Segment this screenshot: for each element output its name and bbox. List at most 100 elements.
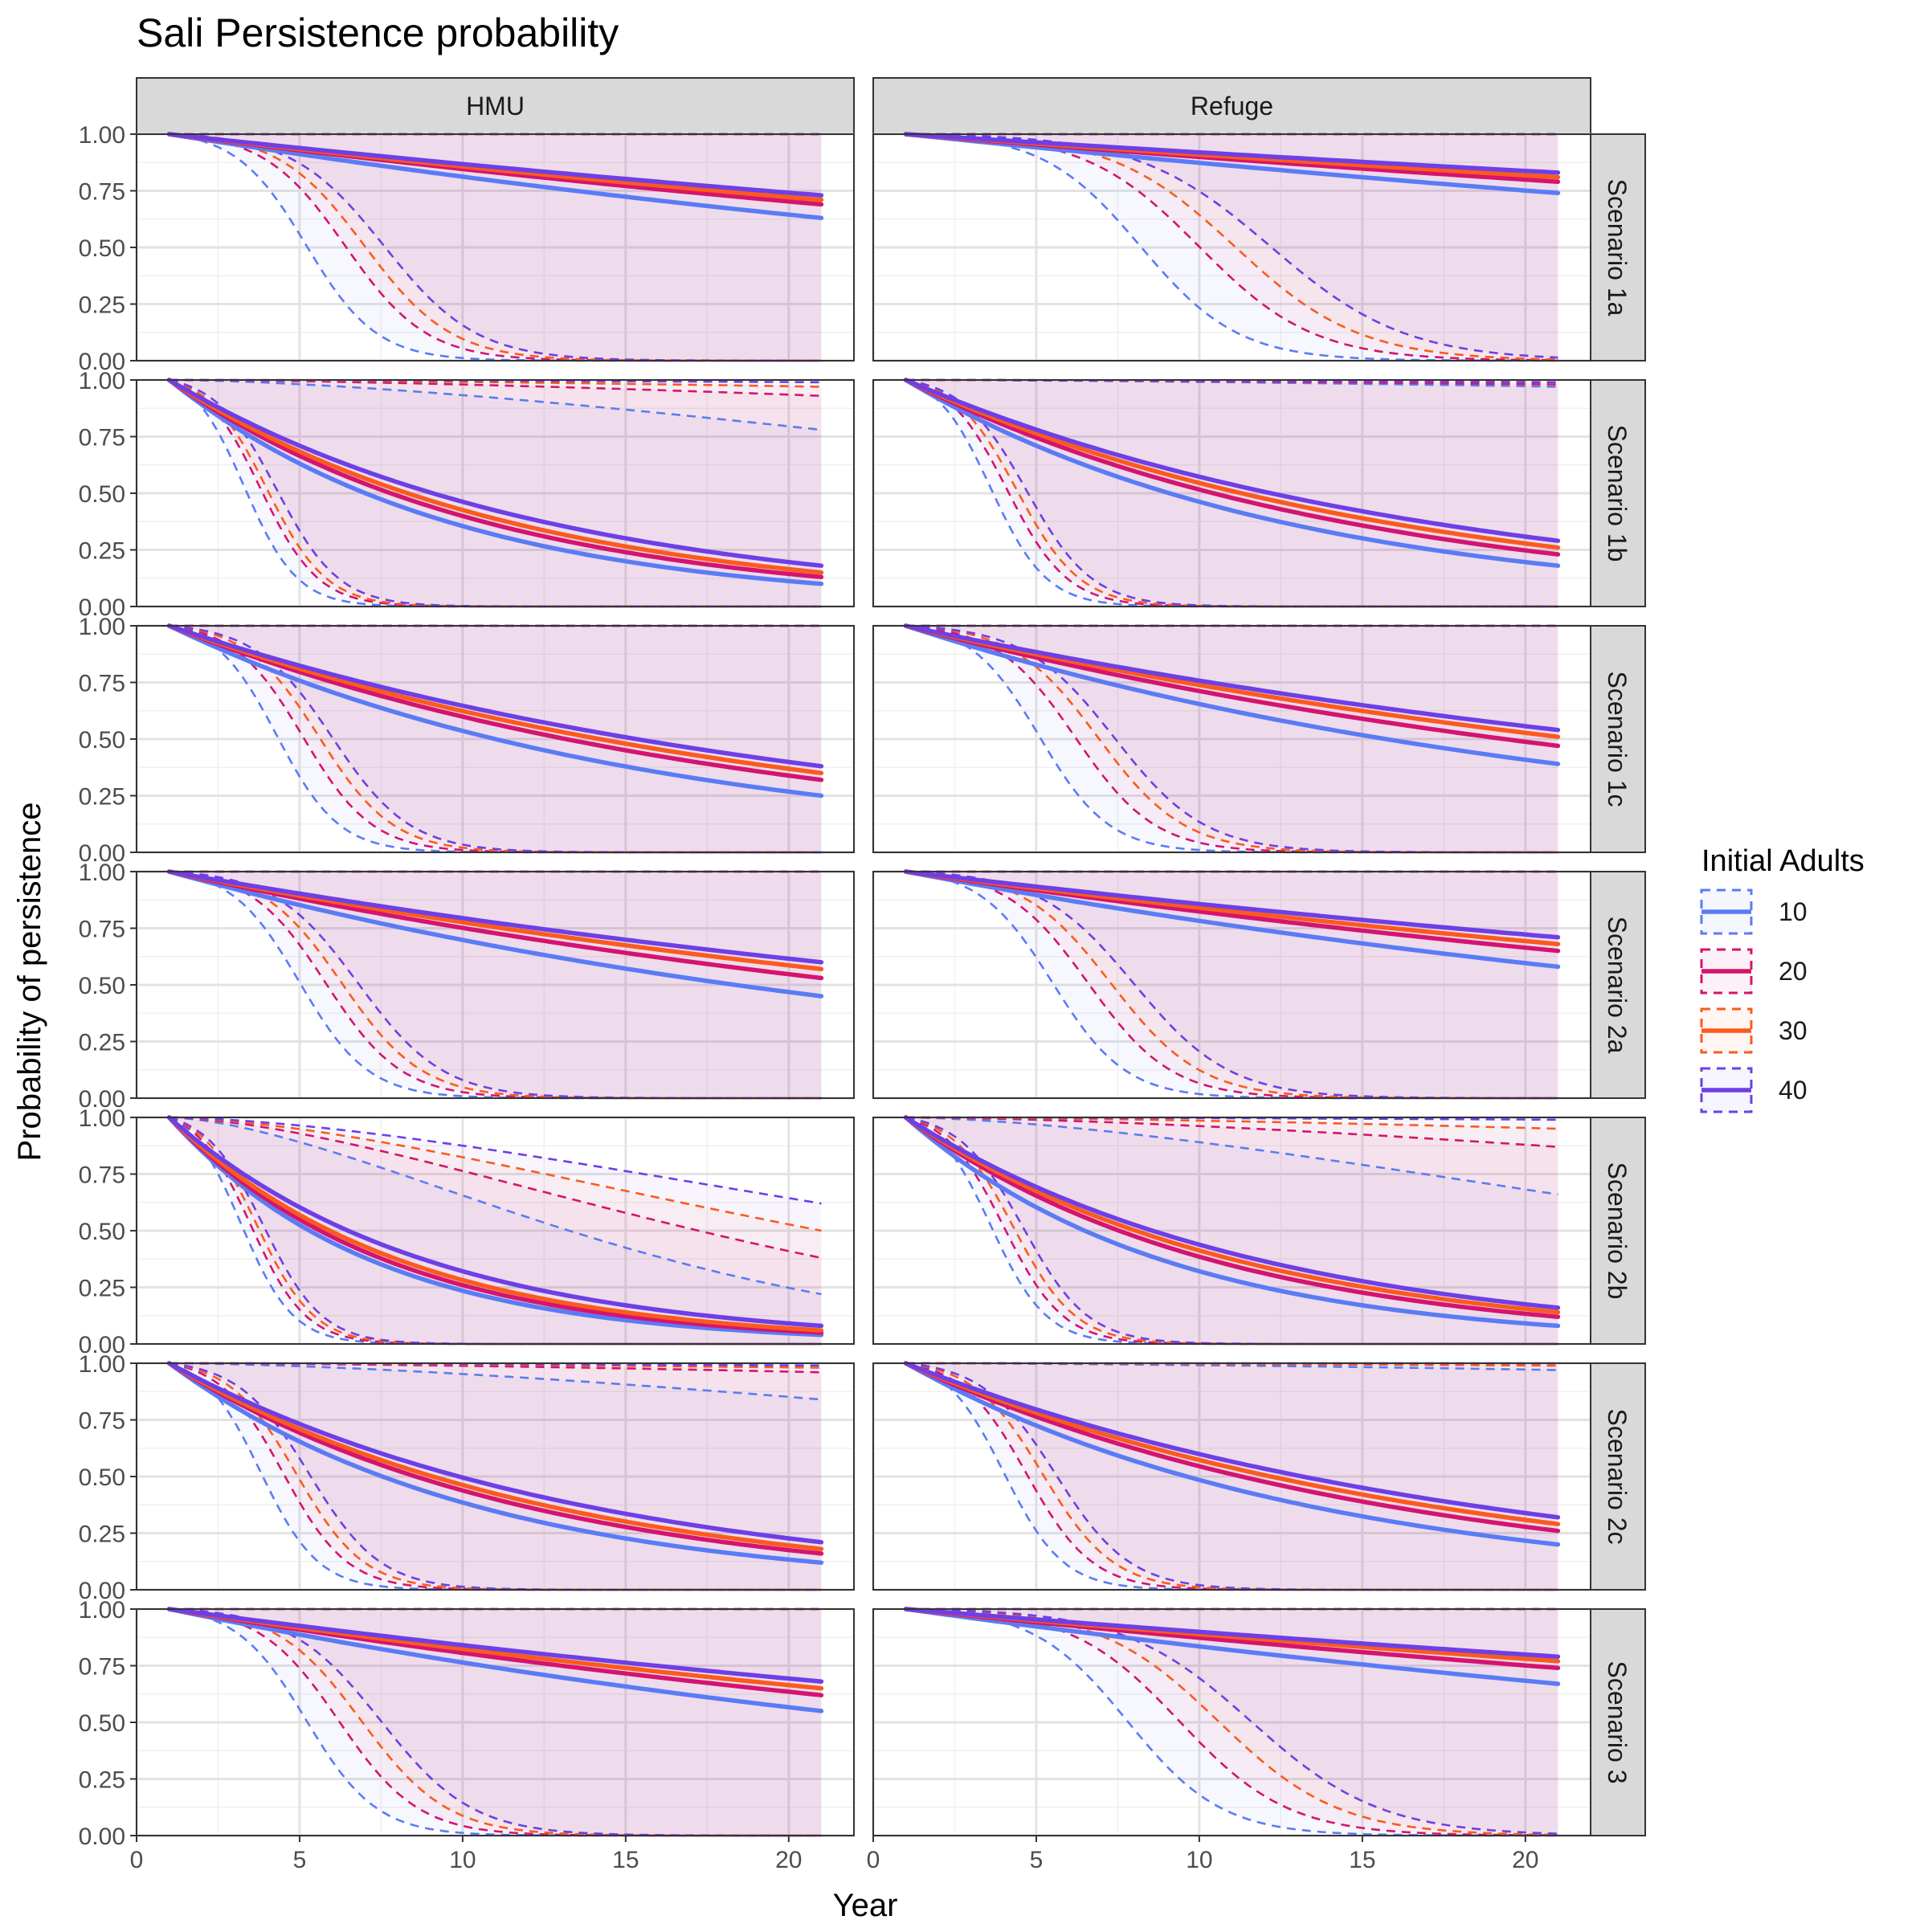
- strip-label-scenario-2a: Scenario 2a: [1603, 917, 1632, 1054]
- panel-scenario-1c-hmu: 0.00 0.25 0.50 0.75 1.00: [79, 614, 855, 867]
- mean-line-init-30: [166, 1115, 824, 1333]
- mean-line-init-30: [166, 1361, 824, 1551]
- upper-bound-init-40: [169, 1116, 822, 1205]
- y-tick-label: 0.75: [79, 1162, 125, 1189]
- y-tick-label: 0.00: [79, 594, 125, 621]
- upper-bound-init-30: [169, 1116, 822, 1232]
- y-tick-label: 0.00: [79, 840, 125, 867]
- mean-line-init-20: [903, 623, 1561, 749]
- ribbon-init-40: [169, 1117, 822, 1344]
- mean-line-init-30: [903, 378, 1561, 550]
- x-tick-label: 10: [449, 1847, 476, 1873]
- strip-scenario-1c: [1590, 625, 1646, 853]
- x-tick-label: 15: [612, 1847, 639, 1873]
- y-tick-label: 0.50: [79, 235, 125, 262]
- y-tick-label: 0.75: [79, 179, 125, 206]
- panel-scenario-1a-refuge: [872, 132, 1591, 362]
- strip-label-scenario-1a: Scenario 1a: [1603, 179, 1632, 317]
- mean-line-init-10: [903, 1115, 1561, 1329]
- mean-line-init-10: [166, 869, 824, 999]
- legend-item-30: 30: [1700, 1007, 1808, 1054]
- legend-item-20: 20: [1700, 948, 1808, 995]
- mean-line-init-40: [903, 623, 1561, 733]
- ribbon-init-40: [905, 1609, 1558, 1834]
- x-tick-label: 0: [130, 1847, 144, 1873]
- mean-line-init-40: [166, 1607, 824, 1684]
- ribbon-init-20: [169, 872, 822, 1098]
- y-tick-label: 0.50: [79, 1710, 125, 1737]
- x-tick-label: 15: [1349, 1847, 1375, 1873]
- y-tick-label: 0.00: [79, 1824, 125, 1850]
- ribbon-init-40: [905, 134, 1558, 358]
- mean-line-init-40: [903, 378, 1561, 543]
- mean-line-init-40: [903, 1607, 1561, 1659]
- ribbon-init-40: [169, 872, 822, 1098]
- strip-label-refuge: Refuge: [1191, 92, 1273, 120]
- y-tick-label: 0.25: [79, 1767, 125, 1794]
- y-tick-label: 0.50: [79, 973, 125, 999]
- lower-bound-init-30: [905, 1607, 1558, 1836]
- mean-line-init-10: [903, 132, 1561, 196]
- y-tick-label: 0.00: [79, 349, 125, 375]
- strip-scenario-1a: [1590, 133, 1646, 361]
- y-tick-label: 0.75: [79, 1654, 125, 1681]
- panel-scenario-3-refuge: 0 5 10 15 20: [867, 1607, 1591, 1873]
- y-tick-label: 0.50: [79, 727, 125, 754]
- mean-line-init-10: [166, 378, 824, 586]
- mean-line-init-10: [166, 1361, 824, 1565]
- legend-label: 20: [1779, 957, 1808, 986]
- panel-scenario-1b-refuge: [872, 378, 1591, 608]
- y-tick-label: 0.50: [79, 1219, 125, 1245]
- strip-hmu: [136, 77, 855, 135]
- legend-item-10: 10: [1700, 888, 1808, 935]
- panels-layer: HMU Refuge Scenario 1a Scenario 1b Scenario …: [79, 77, 1646, 1873]
- y-tick-label: 1.00: [79, 860, 125, 886]
- y-tick-label: 1.00: [79, 1351, 125, 1378]
- mean-line-init-10: [166, 132, 824, 221]
- panel-border: [872, 1362, 1591, 1591]
- mean-line-init-10: [903, 378, 1561, 568]
- upper-bound-init-10: [169, 1362, 822, 1401]
- ribbon-init-20: [905, 626, 1558, 852]
- mean-line-init-40: [903, 1361, 1561, 1520]
- lower-bound-init-40: [905, 133, 1558, 359]
- upper-bound-init-10: [169, 378, 822, 431]
- mean-line-init-30: [166, 378, 824, 575]
- panel-border: [872, 133, 1591, 361]
- mean-line-init-30: [166, 623, 824, 776]
- y-tick-label: 0.50: [79, 1464, 125, 1491]
- y-tick-label: 0.75: [79, 1408, 125, 1435]
- panel-border: [872, 379, 1591, 607]
- panel-scenario-2c-hmu: 0.00 0.25 0.50 0.75 1.00: [79, 1351, 855, 1604]
- lower-bound-init-20: [169, 378, 822, 608]
- ribbon-init-10: [169, 1117, 822, 1344]
- upper-bound-init-10: [905, 1116, 1558, 1196]
- x-tick-label: 5: [293, 1847, 307, 1873]
- x-tick-label: 20: [775, 1847, 802, 1873]
- x-tick-label: 10: [1186, 1847, 1212, 1873]
- mean-line-init-40: [166, 869, 824, 965]
- strip-label-scenario-1c: Scenario 1c: [1603, 672, 1632, 807]
- mean-line-init-40: [166, 378, 824, 568]
- mean-line-init-30: [903, 1115, 1561, 1315]
- y-tick-label: 0.75: [79, 425, 125, 451]
- lower-bound-init-30: [169, 624, 822, 854]
- legend: Initial Adults 10 20 30 40: [1700, 844, 1865, 1113]
- strip-label-scenario-2b: Scenario 2b: [1603, 1162, 1632, 1300]
- mean-line-init-20: [166, 869, 824, 981]
- mean-line-init-20: [903, 1115, 1561, 1319]
- lower-bound-init-40: [169, 1362, 822, 1591]
- ribbon-init-20: [905, 134, 1558, 361]
- ribbon-init-30: [169, 1117, 822, 1344]
- x-axis-label: Year: [833, 1888, 898, 1923]
- y-axis-label: Probability of persistence: [12, 803, 47, 1162]
- panel-scenario-2a-refuge: [872, 869, 1591, 1100]
- y-tick-label: 0.00: [79, 1332, 125, 1358]
- mean-line-init-20: [166, 1115, 824, 1335]
- mean-line-init-10: [903, 1607, 1561, 1686]
- panel-border: [872, 1608, 1591, 1836]
- y-tick-label: 0.25: [79, 784, 125, 811]
- mean-line-init-20: [166, 623, 824, 782]
- panel-scenario-1a-hmu: 0.00 0.25 0.50 0.75 1.00: [79, 122, 855, 375]
